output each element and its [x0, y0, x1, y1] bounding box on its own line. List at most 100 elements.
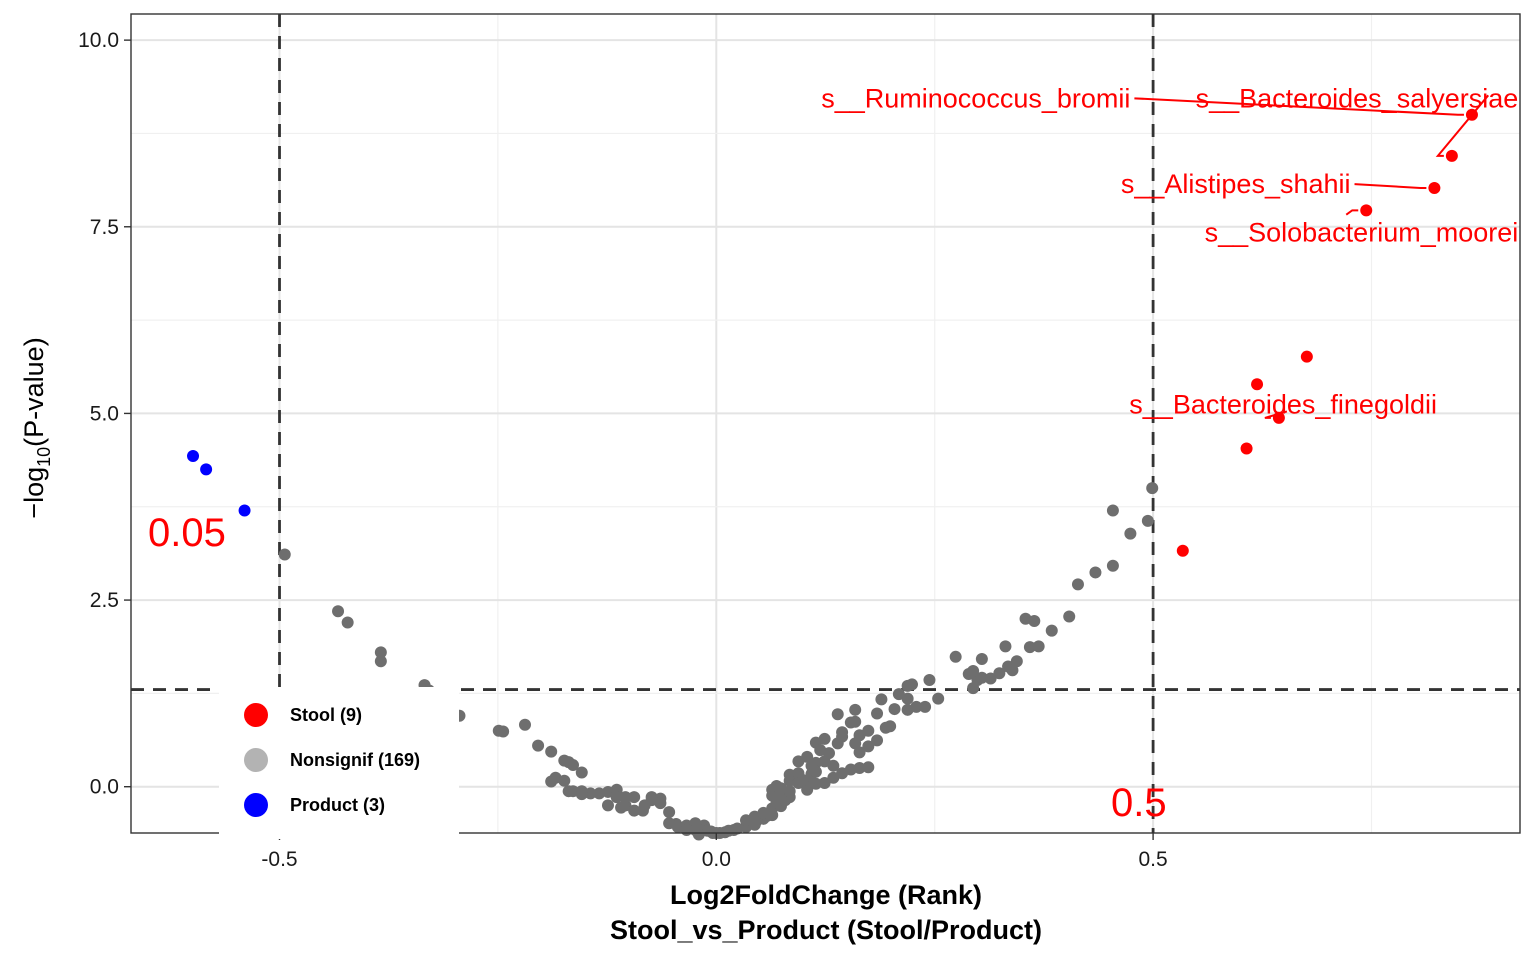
legend-key: [244, 703, 268, 727]
point-nonsignif: [567, 759, 580, 772]
annotation-label: s__Bacteroides_salyersiae: [1196, 83, 1519, 113]
point-nonsignif: [1045, 624, 1058, 637]
point-nonsignif: [975, 653, 988, 666]
y-axis-ticks: 0.0 2.5 5.0 7.5 10.0: [78, 29, 131, 799]
point-nonsignif: [999, 640, 1012, 653]
legend-label: Stool (9): [290, 705, 362, 725]
x-axis-ticks: -0.5 0.0 0.5: [261, 833, 1168, 871]
legend-label: Product (3): [290, 795, 385, 815]
point-nonsignif: [862, 761, 875, 774]
point-nonsignif: [341, 616, 354, 629]
point-nonsignif: [615, 801, 628, 814]
point-nonsignif: [862, 740, 875, 753]
y-tick-label: 5.0: [90, 402, 119, 425]
point-nonsignif: [332, 605, 345, 618]
point-nonsignif: [545, 775, 558, 788]
point-nonsignif: [1071, 578, 1084, 591]
point-nonsignif: [1106, 504, 1119, 517]
point-nonsignif: [532, 739, 545, 752]
point-nonsignif: [862, 724, 875, 737]
panel-border: [130, 13, 1521, 834]
point-stool: [1251, 378, 1264, 391]
threshold-y-label: 0.05: [148, 511, 226, 555]
point-nonsignif: [923, 673, 936, 686]
x-axis-title-line2: Stool_vs_Product (Stool/Product): [610, 915, 1042, 945]
point-nonsignif: [692, 828, 705, 841]
point-nonsignif: [919, 700, 932, 713]
point-nonsignif: [575, 788, 588, 801]
point-nonsignif: [1141, 514, 1154, 527]
point-nonsignif: [853, 746, 866, 759]
point-nonsignif: [1124, 527, 1137, 540]
point-nonsignif: [814, 744, 827, 757]
point-nonsignif: [654, 797, 667, 810]
point-nonsignif: [545, 745, 558, 758]
legend-key: [244, 793, 268, 817]
point-nonsignif: [1106, 559, 1119, 572]
point-nonsignif: [374, 655, 387, 668]
annotation-label: s__Ruminococcus_bromii: [821, 83, 1130, 113]
point-stool: [1240, 442, 1253, 455]
annotation-connector: [1264, 410, 1288, 419]
y-axis-title-subscript: 10: [34, 447, 54, 467]
point-nonsignif: [910, 700, 923, 713]
point-nonsignif: [984, 672, 997, 685]
point-nonsignif: [601, 799, 614, 812]
x-axis-title-line1: Log2FoldChange (Rank): [670, 880, 982, 910]
annotation-connector: [1435, 94, 1490, 157]
point-nonsignif: [374, 646, 387, 659]
annotation-connector: [1134, 97, 1464, 116]
point-nonsignif: [1010, 655, 1023, 668]
point-nonsignif: [818, 776, 831, 789]
point-product: [200, 463, 213, 476]
point-nonsignif: [1032, 640, 1045, 653]
legend-key: [244, 748, 268, 772]
y-tick-label: 7.5: [90, 216, 119, 239]
y-axis-title-prefix: −log: [19, 467, 49, 519]
point-stool: [1360, 204, 1373, 217]
point-product: [238, 504, 251, 517]
point-nonsignif: [892, 688, 905, 701]
point-nonsignif: [818, 732, 831, 745]
point-nonsignif: [1146, 482, 1159, 495]
point-nonsignif: [497, 725, 510, 738]
point-nonsignif: [663, 806, 676, 819]
point-nonsignif: [884, 720, 897, 733]
x-tick-label: 0.0: [702, 848, 731, 871]
annotation-connector: [1345, 209, 1359, 216]
point-nonsignif: [809, 777, 822, 790]
legend: Stool (9) Nonsignif (169) Product (3): [219, 687, 459, 839]
point-nonsignif: [1028, 614, 1041, 627]
point-stool: [1428, 181, 1441, 194]
point-nonsignif: [1006, 664, 1019, 677]
point-nonsignif: [809, 765, 822, 778]
point-stool: [1176, 544, 1189, 557]
point-nonsignif: [801, 750, 814, 763]
point-nonsignif: [849, 703, 862, 716]
point-nonsignif: [278, 548, 291, 561]
y-axis-title-suffix: (P-value): [19, 337, 49, 447]
point-nonsignif: [993, 667, 1006, 680]
threshold-x-label: 0.5: [1111, 781, 1167, 825]
point-nonsignif: [827, 759, 840, 772]
y-tick-label: 10.0: [78, 29, 119, 52]
annotation-connector: [1354, 183, 1427, 189]
y-tick-label: 0.0: [90, 776, 119, 799]
point-nonsignif: [663, 817, 676, 830]
point-nonsignif: [575, 766, 588, 779]
point-nonsignif: [932, 692, 945, 705]
point-nonsignif: [610, 791, 623, 804]
point-nonsignif: [836, 726, 849, 739]
annotation-label: s__Bacteroides_finegoldii: [1129, 389, 1437, 419]
annotation-label: s__Alistipes_shahii: [1121, 169, 1351, 199]
svg-text:−log10(P-value): −log10(P-value): [19, 337, 54, 518]
y-tick-label: 2.5: [90, 589, 119, 612]
point-nonsignif: [853, 762, 866, 775]
annotations: s__Bacteroides_salyersiae s__Ruminococcus…: [821, 83, 1518, 419]
point-stool: [1300, 350, 1313, 363]
point-stool: [1445, 149, 1458, 162]
point-nonsignif: [831, 708, 844, 721]
x-tick-label: -0.5: [261, 848, 297, 871]
point-nonsignif: [975, 671, 988, 684]
